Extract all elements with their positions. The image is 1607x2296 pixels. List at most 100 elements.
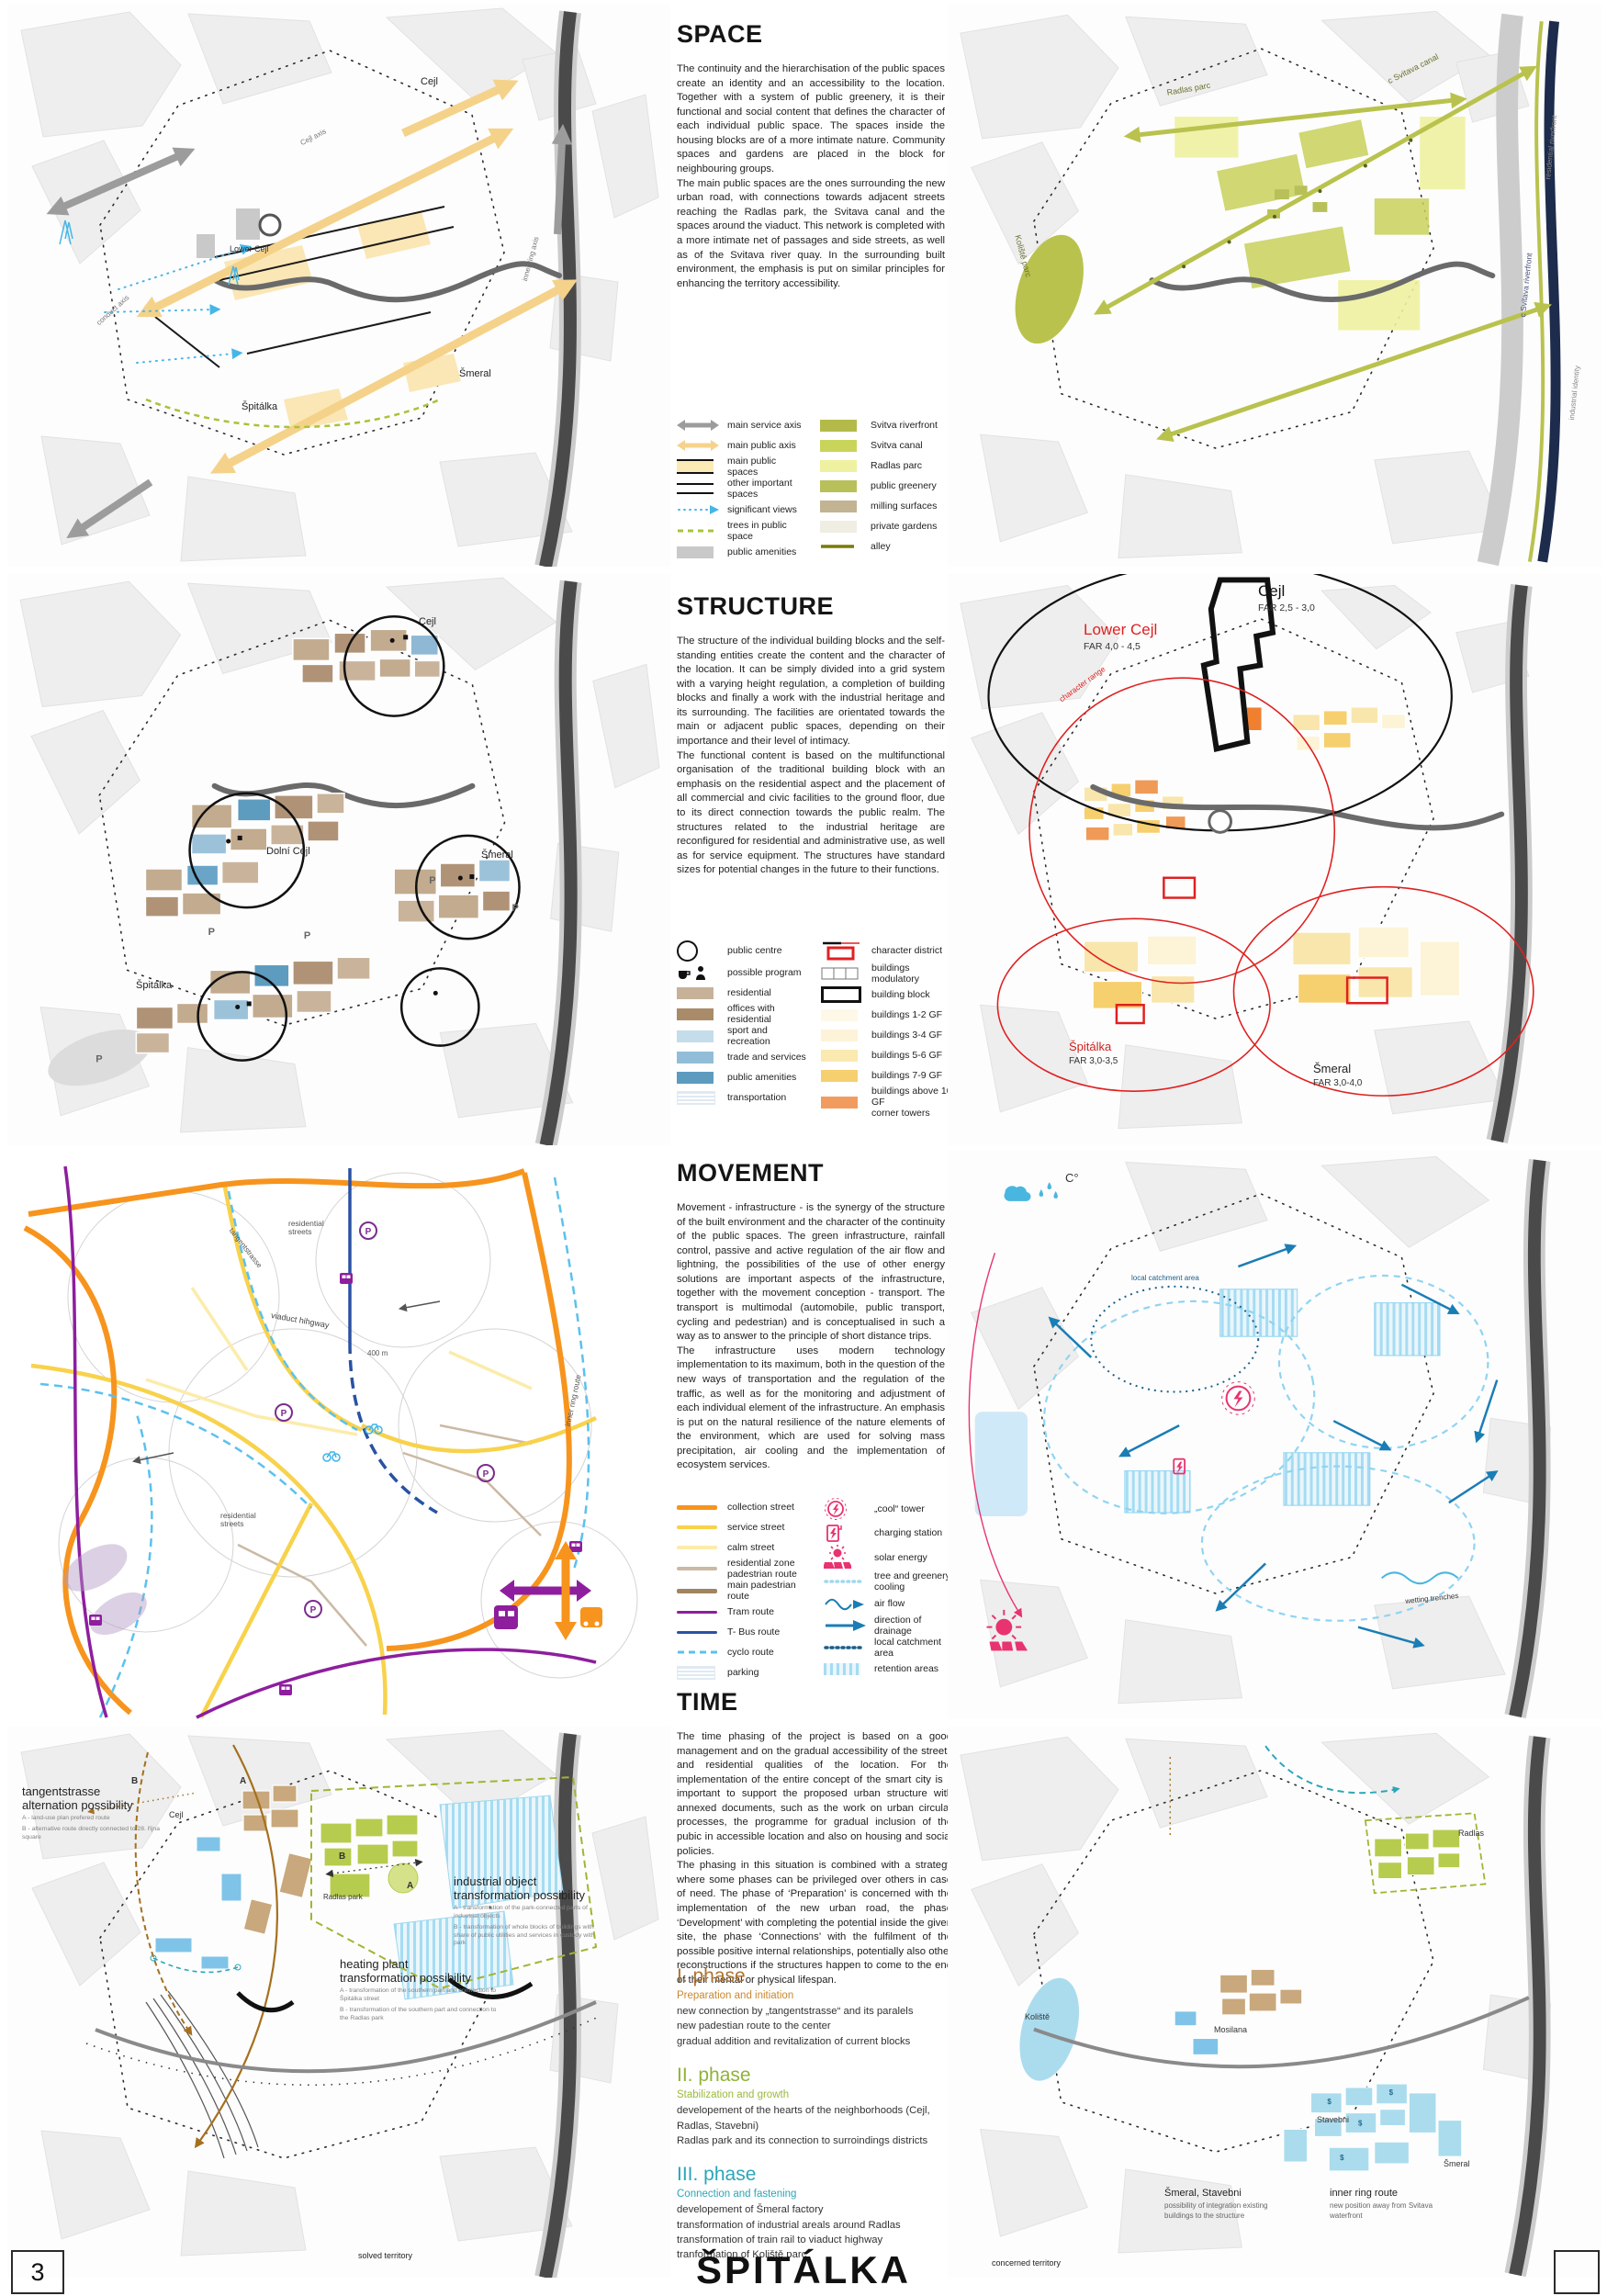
buildings-modulatory-icon bbox=[821, 967, 863, 981]
significant-view-lines bbox=[104, 244, 253, 364]
phase-3: III. phase Connection and fastening deve… bbox=[677, 2164, 952, 2263]
page-number: 3 bbox=[30, 2257, 45, 2286]
map-label-spitalka-far: FAR 3,0-3,5 bbox=[1069, 1056, 1118, 1066]
structure-legend-left: public centre possible program residenti… bbox=[677, 939, 810, 1119]
phase-2-subtitle: Stabilization and growth bbox=[677, 2089, 790, 2101]
annotation-title: industrial object bbox=[454, 1874, 537, 1888]
drainage-arrows bbox=[1048, 1244, 1499, 1649]
phase-1-line: new padestian route to the center bbox=[677, 2020, 831, 2032]
rail-fan-lines bbox=[145, 1990, 259, 2159]
legend-label: Tram route bbox=[727, 1606, 774, 1618]
bus-icons bbox=[89, 1273, 582, 1695]
cool-tower-icon bbox=[824, 1497, 866, 1521]
map-label-400m: 400 m bbox=[367, 1349, 388, 1357]
phase-3-subtitle: Connection and fastening bbox=[677, 2189, 797, 2200]
structure-map-left-graphic: P P P P P bbox=[19, 577, 660, 1145]
parking-swatch bbox=[677, 1665, 719, 1680]
space-map-left: Cejl Cejl axis Lower Cejl Špitálka Šmera… bbox=[7, 5, 670, 567]
legend-label: main padestrian route bbox=[727, 1580, 796, 1603]
movement-map-right-graphic bbox=[968, 1155, 1552, 1719]
trade-swatch bbox=[677, 1051, 719, 1064]
space-map-left-graphic bbox=[20, 7, 659, 567]
legend-label: other important spaces bbox=[727, 478, 792, 501]
annotation-line: B - transformation of the southern part … bbox=[340, 2006, 497, 2021]
phase-1-line: new connection by „tangentstrasse“ and i… bbox=[677, 2006, 914, 2017]
drainage-direction-icon bbox=[824, 1620, 866, 1632]
trees-line bbox=[145, 398, 441, 429]
annotation-title: inner ring route bbox=[1330, 2188, 1398, 2199]
legend-label: tree and greenery cooling bbox=[874, 1570, 950, 1593]
movement-legend: collection street service street calm st… bbox=[677, 1497, 960, 1683]
corner-box bbox=[1554, 2250, 1600, 2294]
space-text-column: SPACE The continuity and the hierarchisa… bbox=[677, 20, 945, 291]
collection-street-swatch bbox=[677, 1504, 719, 1510]
legend-label: transportation bbox=[727, 1092, 787, 1104]
alley-icon bbox=[820, 544, 862, 549]
phases-block: I. phase Preparation and initiation new … bbox=[677, 1965, 952, 2279]
structure-legend: public centre possible program residenti… bbox=[677, 939, 954, 1119]
movement-map-left-graphic: P P P P bbox=[23, 1165, 638, 1719]
tbus-route-swatch bbox=[677, 1630, 719, 1634]
teal-route-arrow bbox=[1264, 1745, 1400, 1795]
phase-3-line: developement of Šmeral factory bbox=[677, 2204, 824, 2216]
significant-views-icon bbox=[677, 505, 719, 515]
main-public-axis-arrows bbox=[136, 79, 579, 474]
legend-label: trade and services bbox=[727, 1052, 806, 1064]
brown-dotted-link bbox=[87, 1792, 197, 1815]
movement-paragraph-2: The infrastructure uses modern technolog… bbox=[677, 1345, 945, 1471]
dollar-marks: $ $ $ $ bbox=[1327, 2088, 1393, 2162]
public-amenities-swatch bbox=[677, 1071, 719, 1084]
gasometer-circle bbox=[258, 213, 282, 237]
movement-legend-left: collection street service street calm st… bbox=[677, 1497, 813, 1683]
svg-text:B: B bbox=[131, 1776, 138, 1786]
annotation-title: Šmeral, Stavebni bbox=[1164, 2188, 1242, 2199]
map-label-radlas-park: Radlas park bbox=[323, 1893, 363, 1901]
annotation-line: A - transformation of the southern part … bbox=[340, 1987, 497, 2002]
cyclo-routes bbox=[39, 1176, 590, 1718]
tree-dots bbox=[1182, 138, 1413, 269]
route-a-arrow bbox=[194, 1744, 278, 2149]
route-b-arrow bbox=[134, 1751, 193, 2036]
legend-label: „cool“ tower bbox=[874, 1503, 925, 1514]
gf10-swatch bbox=[821, 1096, 863, 1109]
phase-2-line: developement of the hearts of the neighb… bbox=[677, 2105, 930, 2132]
legend-label: buildings 7-9 GF bbox=[871, 1070, 943, 1082]
phase-2-line: Radlas park and its connection to surroi… bbox=[677, 2134, 928, 2146]
charging-station-icon bbox=[1173, 1458, 1186, 1475]
public-greenery-swatch bbox=[820, 479, 862, 492]
map-label-cejl: Cejl bbox=[421, 76, 438, 87]
svg-text:P: P bbox=[512, 903, 519, 914]
legend-label: significant views bbox=[727, 504, 797, 516]
map-label-radlas: Radlas bbox=[1458, 1829, 1485, 1838]
legend-label: direction of drainage bbox=[874, 1615, 922, 1638]
legend-label: solar energy bbox=[874, 1551, 927, 1563]
public-centre-icon bbox=[677, 940, 719, 962]
poster-title: ŠPITÁLKA bbox=[696, 2248, 911, 2291]
trees-icon bbox=[677, 528, 719, 534]
svg-text:P: P bbox=[96, 1054, 102, 1065]
map-label-stavebni: Stavebni bbox=[1317, 2115, 1350, 2124]
map-label-cejl: Cejl bbox=[1258, 582, 1286, 600]
annotation-line: B - alternative route directly connected… bbox=[22, 1825, 160, 1840]
map-label-smeral: Šmeral bbox=[481, 850, 513, 861]
structure-title: STRUCTURE bbox=[677, 592, 834, 620]
page-number-box: 3 bbox=[11, 2250, 64, 2294]
space-legend-left: main service axis main public axis main … bbox=[677, 415, 809, 562]
svg-text:P: P bbox=[281, 1409, 287, 1419]
main-public-spaces-icon bbox=[677, 459, 719, 475]
phase-1: I. phase Preparation and initiation new … bbox=[677, 1965, 952, 2049]
space-map-right-graphic bbox=[960, 10, 1561, 567]
map-label-spitalka: Špitálka bbox=[1069, 1040, 1112, 1053]
landmark-glyphs bbox=[59, 219, 240, 286]
cool-tower-icon bbox=[1221, 1381, 1255, 1415]
map-label-local-catchment: local catchment area bbox=[1131, 1274, 1199, 1282]
legend-label: main public axis bbox=[727, 439, 796, 451]
svitva-canal-swatch bbox=[820, 439, 862, 452]
riverfront-green-line bbox=[1527, 21, 1545, 562]
annotation-line: possibility of integration existing buil… bbox=[1164, 2201, 1268, 2220]
legend-label: parking bbox=[727, 1667, 759, 1679]
calm-street-swatch bbox=[677, 1546, 719, 1549]
cyclo-route-swatch bbox=[677, 1649, 719, 1655]
phase-2-title: II. phase bbox=[677, 2065, 751, 2087]
